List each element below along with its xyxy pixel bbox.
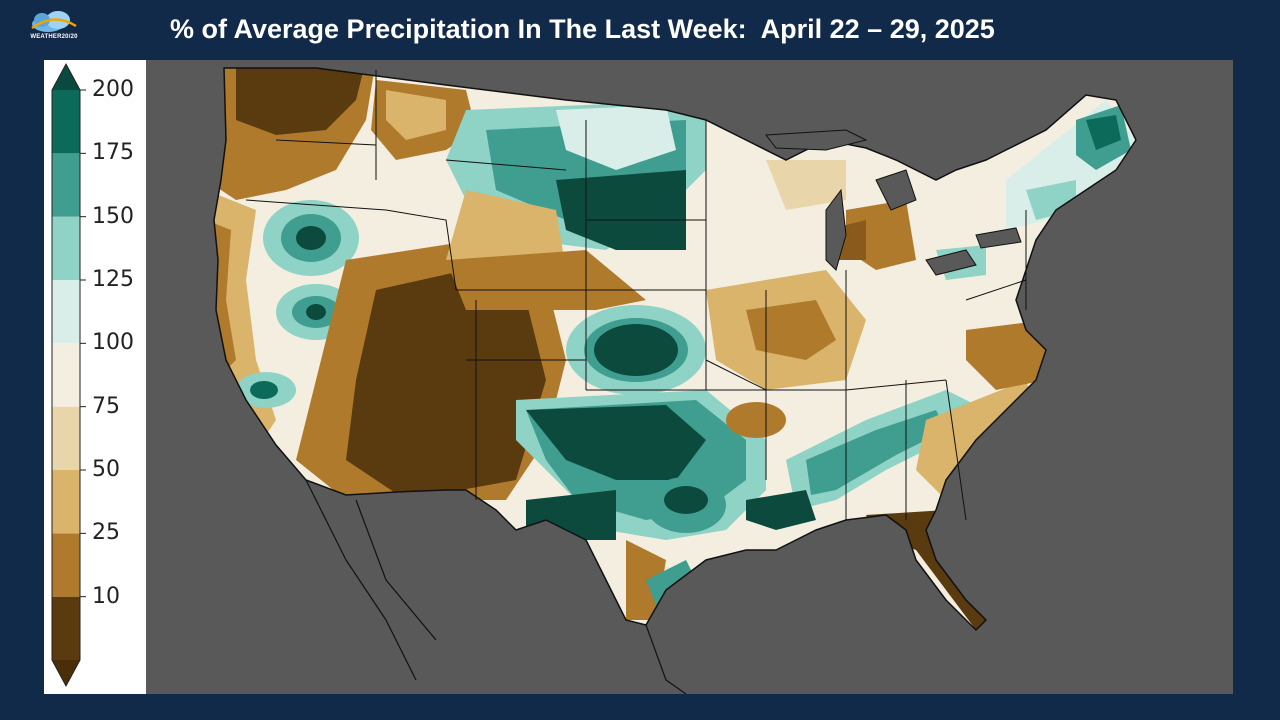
- precipitation-map: [146, 60, 1233, 694]
- colorbar-bin: [52, 216, 80, 280]
- colorbar-tick-label: 125: [92, 267, 134, 292]
- colorbar: [51, 62, 86, 688]
- us-map: [213, 67, 1137, 694]
- colorbar-tick-label: 75: [92, 393, 120, 419]
- logo-text: WEATHER20/20: [30, 34, 78, 40]
- colorbar-tick-label: 150: [92, 203, 134, 229]
- mexico-coastline: [305, 479, 687, 694]
- colorbar-bin: [52, 470, 80, 534]
- colorbar-tick-label: 175: [92, 140, 134, 166]
- colorbar-bin: [52, 280, 80, 344]
- colorbar-bin: [52, 153, 80, 217]
- page-title: % of Average Precipitation In The Last W…: [170, 14, 995, 44]
- colorbar-bin: [52, 596, 80, 660]
- colorbar-min-arrow: [52, 660, 80, 686]
- map-frame: 200 175 150 125 100 75 50 25 10: [44, 60, 1233, 694]
- weather2020-logo: WEATHER20/20: [18, 8, 90, 44]
- colorbar-tick-label: 50: [92, 457, 120, 482]
- colorbar-bin: [52, 406, 80, 470]
- cloud-logo-icon: [31, 11, 77, 32]
- colorbar-tick-label: 200: [92, 77, 134, 102]
- great-lakes: [765, 129, 1022, 276]
- colorbar-tick-label: 100: [92, 330, 134, 356]
- colorbar-bin: [52, 90, 80, 154]
- colorbar-tick-label: 10: [92, 583, 120, 609]
- colorbar-tick-label: 25: [92, 520, 120, 546]
- colorbar-legend: 200 175 150 125 100 75 50 25 10: [44, 60, 146, 694]
- colorbar-bin: [52, 533, 80, 597]
- colorbar-bin: [52, 343, 80, 407]
- state-boundaries: [245, 70, 1027, 521]
- colorbar-max-arrow: [52, 64, 80, 90]
